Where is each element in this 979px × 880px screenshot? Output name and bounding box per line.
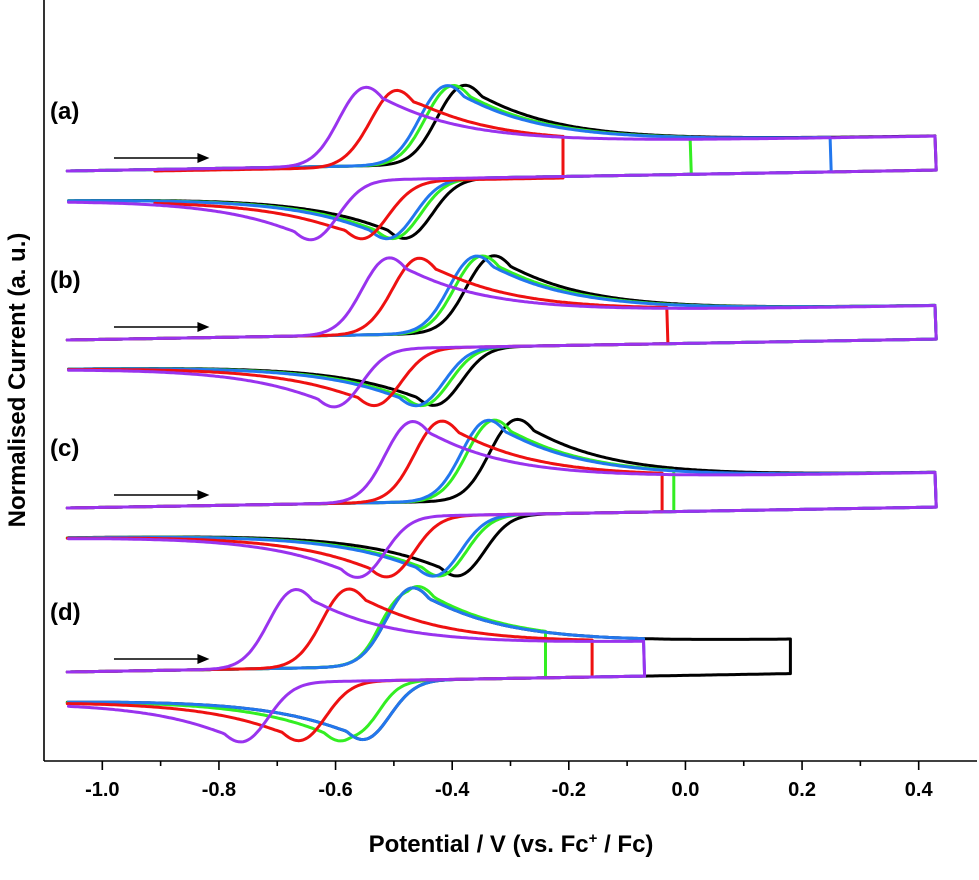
cv-series-blue xyxy=(65,586,647,742)
x-ticks: -1.0 -0.8 -0.6 -0.4 -0.2 0.0 0.2 0.4 xyxy=(85,761,933,801)
x-axis-title-tail: / Fc) xyxy=(597,831,653,858)
panel-label: (c) xyxy=(50,435,79,462)
x-tick-label: 0.4 xyxy=(905,779,934,801)
panel-labels: (a) (b) (c) (d) xyxy=(50,98,81,626)
x-tick-label: -0.2 xyxy=(552,779,586,801)
x-tick-label: -0.4 xyxy=(435,779,470,801)
sweep-arrows xyxy=(113,153,210,664)
sweep-arrow-head xyxy=(197,322,210,332)
x-tick-label: -0.8 xyxy=(202,779,236,801)
cv-series-red xyxy=(153,88,565,241)
panel-label: (d) xyxy=(50,599,81,626)
sweep-arrow-head xyxy=(197,490,210,500)
y-axis-title: Normalised Current (a. u.) xyxy=(4,233,31,528)
x-tick-label: 0.2 xyxy=(788,779,816,801)
panel-label: (b) xyxy=(50,267,81,294)
panel-1-curves xyxy=(65,254,938,409)
x-axis-title-sup: + xyxy=(589,830,598,847)
cv-series-purple xyxy=(65,588,647,744)
cv-series-red xyxy=(65,419,664,579)
sweep-arrow-head xyxy=(197,654,210,664)
cv-curves xyxy=(65,83,938,744)
sweep-arrow-head xyxy=(197,153,210,163)
panel-2-curves xyxy=(65,417,938,579)
panel-label: (a) xyxy=(50,98,79,125)
cv-series-black xyxy=(65,586,792,741)
x-tick-label: -0.6 xyxy=(318,779,352,801)
cv-series-purple xyxy=(65,85,938,242)
panel-0-curves xyxy=(65,83,938,242)
panel-3-curves xyxy=(65,585,792,744)
cv-series-purple xyxy=(65,256,938,409)
cv-series-blue xyxy=(65,84,833,241)
cv-series-red xyxy=(65,587,594,743)
x-axis-title: Potential / V (vs. Fc+ / Fc) xyxy=(369,830,654,858)
x-tick-label: -1.0 xyxy=(85,779,119,801)
x-axis-title-main: Potential / V (vs. Fc xyxy=(369,831,589,858)
x-tick-label: 0.0 xyxy=(672,779,700,801)
cv-series-purple xyxy=(65,420,938,579)
